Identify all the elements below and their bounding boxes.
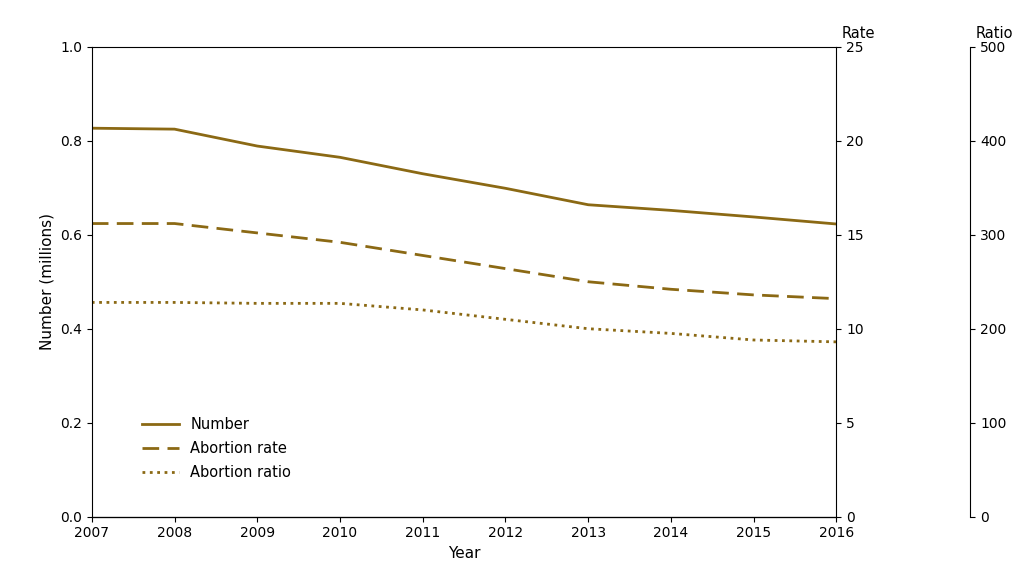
Text: Ratio: Ratio	[974, 26, 1012, 41]
Abortion rate	[333, 239, 345, 246]
Line: Abortion ratio: Abortion ratio	[92, 302, 836, 342]
Number	[168, 126, 180, 133]
Abortion ratio	[664, 330, 677, 337]
Abortion rate	[582, 278, 594, 285]
Abortion rate	[664, 286, 677, 293]
Legend: Number, Abortion rate, Abortion ratio: Number, Abortion rate, Abortion ratio	[137, 411, 297, 486]
Abortion rate	[251, 230, 263, 237]
Abortion ratio	[416, 306, 428, 313]
Abortion ratio	[747, 336, 759, 343]
Abortion rate	[747, 291, 759, 298]
Abortion ratio	[333, 300, 345, 307]
Y-axis label: Number (millions): Number (millions)	[40, 213, 54, 350]
Abortion rate	[168, 220, 180, 227]
Abortion ratio	[582, 325, 594, 332]
Number	[333, 154, 345, 161]
Abortion rate	[499, 265, 512, 272]
Number	[664, 207, 677, 214]
Number	[747, 214, 759, 221]
Number	[416, 170, 428, 177]
Abortion ratio	[251, 300, 263, 307]
Line: Abortion rate: Abortion rate	[92, 224, 836, 299]
Abortion ratio	[499, 316, 512, 323]
Abortion rate	[86, 220, 98, 227]
Number	[499, 185, 512, 192]
Number	[86, 124, 98, 131]
Abortion rate	[829, 295, 842, 302]
Abortion rate	[416, 252, 428, 259]
Number	[829, 221, 842, 228]
X-axis label: Year: Year	[447, 546, 480, 561]
Number	[251, 143, 263, 150]
Abortion ratio	[168, 299, 180, 306]
Number	[582, 201, 594, 208]
Line: Number: Number	[92, 128, 836, 224]
Abortion ratio	[829, 338, 842, 345]
Abortion ratio	[86, 299, 98, 306]
Text: Rate: Rate	[841, 26, 874, 41]
